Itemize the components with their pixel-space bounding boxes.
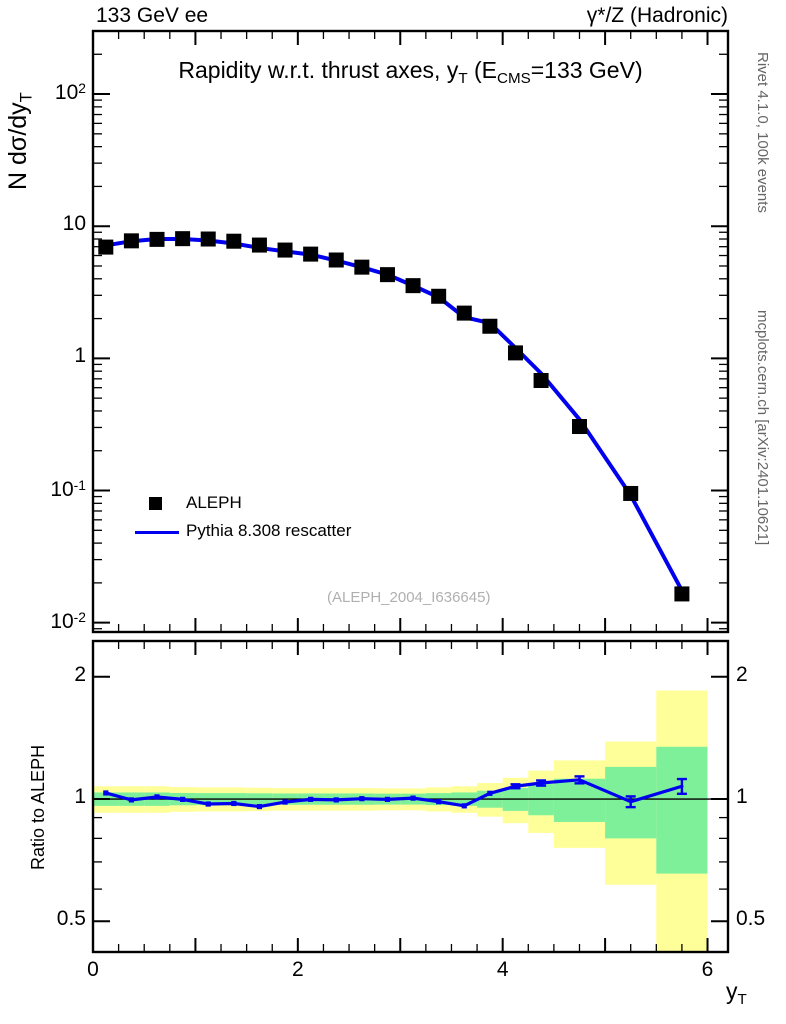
ratio-point — [282, 799, 288, 805]
ratio-point — [436, 799, 442, 805]
ratio-y-tick-label-left: 2 — [74, 662, 86, 686]
ratio-band-inner — [553, 778, 606, 822]
data-point-aleph — [98, 239, 114, 255]
main-y-tick-label: 1 — [74, 344, 86, 368]
ratio-band-inner — [656, 746, 708, 874]
ratio-point — [384, 796, 391, 802]
data-point-aleph — [149, 231, 165, 247]
x-axis-title-sub: T — [737, 990, 747, 1008]
plot-title-prefix: Rapidity w.r.t. thrust axes, y — [178, 57, 459, 83]
header-left-label: 133 GeV ee — [96, 4, 209, 27]
data-point-aleph — [674, 586, 690, 602]
main-y-tick-label: 10-2 — [50, 608, 86, 633]
x-axis-title-text: y — [726, 978, 738, 1004]
data-point-aleph — [456, 305, 472, 321]
ratio-y-tick-label-right: 1 — [736, 785, 748, 809]
ratio-point — [154, 794, 160, 800]
ratio-point — [231, 800, 237, 807]
main-panel-frame — [91, 29, 730, 634]
data-point-aleph — [405, 278, 421, 294]
data-point-aleph — [303, 246, 319, 262]
legend-label-pythia: Pythia 8.308 rescatter — [186, 521, 352, 540]
x-axis-title: yT — [726, 978, 747, 1008]
ratio-point — [359, 796, 365, 802]
data-point-aleph — [277, 242, 293, 258]
x-tick-label: 2 — [291, 958, 304, 981]
ratio-y-tick-label-right: 2 — [736, 662, 748, 686]
data-point-aleph — [379, 267, 395, 283]
ratio-point — [256, 803, 263, 810]
data-point-aleph — [328, 252, 344, 268]
data-point-aleph — [175, 231, 191, 247]
main-y-tick-label: 102 — [54, 80, 86, 105]
main-curve-pythia — [103, 237, 684, 593]
ratio-point — [308, 796, 314, 802]
ratio-point — [333, 797, 339, 803]
x-tick-label: 6 — [701, 958, 714, 981]
main-y-tick-label: 10 — [62, 212, 86, 236]
data-point-aleph — [431, 288, 447, 304]
ratio-panel-frame — [91, 639, 730, 954]
plot-title-sub: T — [458, 69, 468, 87]
ratio-y-tick-label-right: 0.5 — [736, 907, 766, 931]
ratio-point — [487, 790, 493, 796]
analysis-id-watermark: (ALEPH_2004_I636645) — [327, 589, 491, 606]
ratio-y-tick-label-left: 1 — [74, 785, 86, 809]
main-y-tick-label: 10-1 — [50, 476, 86, 501]
ratio-point — [410, 795, 416, 801]
ratio-point — [205, 801, 211, 807]
legend-marker-aleph — [149, 497, 162, 510]
data-point-aleph — [226, 233, 242, 249]
plot-title-mid: (E — [467, 57, 497, 83]
data-point-aleph — [533, 372, 549, 388]
ratio-point — [103, 790, 109, 796]
data-point-aleph — [507, 345, 523, 361]
data-point-aleph — [571, 419, 587, 435]
header-right-label: γ*/Z (Hadronic) — [586, 4, 728, 27]
data-point-aleph — [123, 233, 139, 249]
main-plot-title: Rapidity w.r.t. thrust axes, yT (ECMS=13… — [93, 57, 728, 87]
data-point-aleph — [354, 259, 370, 275]
data-point-aleph — [482, 318, 498, 334]
plot-title-suffix: =133 GeV) — [530, 57, 643, 83]
x-tick-label: 0 — [87, 958, 99, 981]
ratio-point — [180, 796, 186, 802]
legend-line-pythia — [135, 531, 179, 534]
ratio-point — [461, 803, 467, 809]
ratio-point — [128, 797, 135, 803]
plot-title-sub2: CMS — [497, 69, 531, 87]
data-point-aleph — [251, 237, 267, 253]
x-tick-label: 4 — [496, 958, 509, 981]
data-point-aleph — [623, 485, 639, 501]
data-point-aleph — [200, 231, 216, 247]
legend-label-aleph: ALEPH — [186, 493, 242, 512]
ratio-y-tick-label-left: 0.5 — [56, 907, 86, 931]
